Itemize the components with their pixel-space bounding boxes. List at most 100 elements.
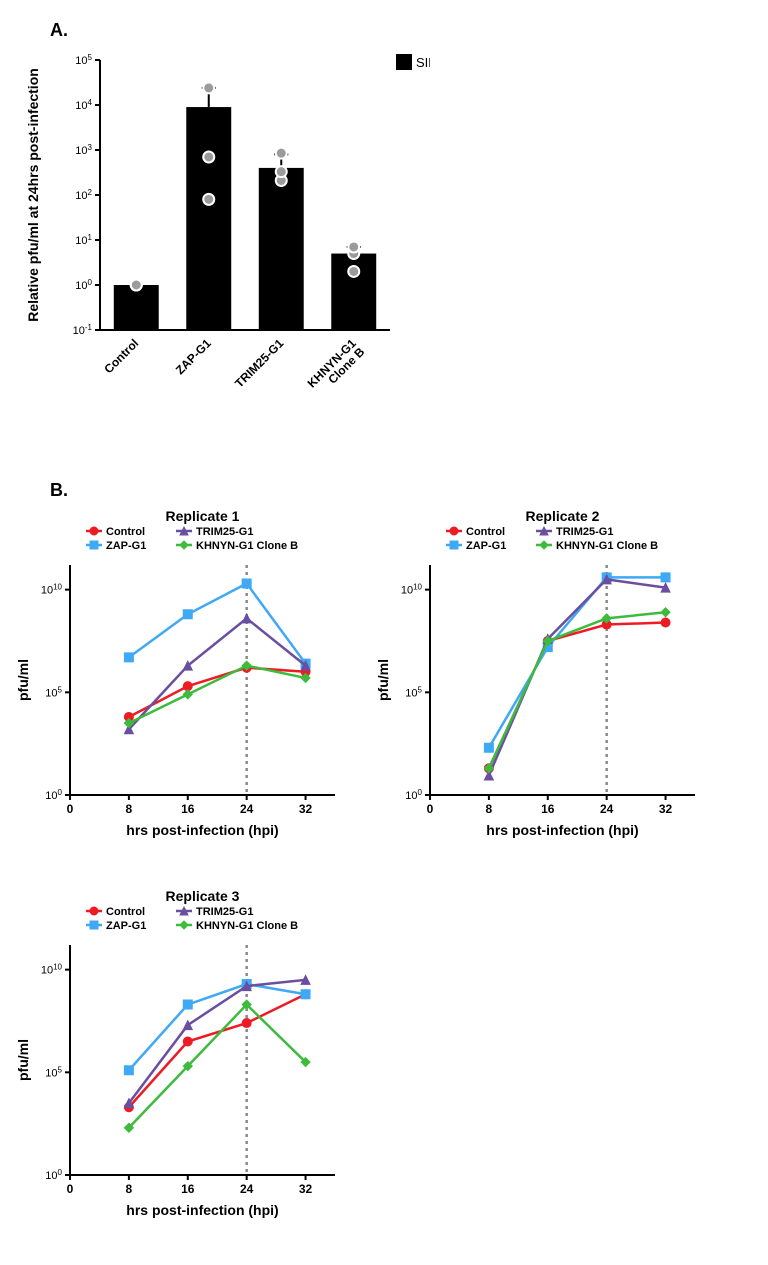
marker-diamond (183, 690, 192, 699)
panel-b-row: Replicate 1 Control ZAP-G1 TRIM25-G1 KHNYN-G… (10, 505, 758, 1245)
x-tick-label: 8 (126, 1182, 133, 1196)
data-point (203, 194, 214, 205)
x-category-label: Control (101, 336, 141, 376)
marker-diamond (180, 921, 188, 929)
svg-text:10-1: 10-1 (73, 323, 93, 338)
x-tick-label: 0 (427, 802, 434, 816)
panel-a-label: A. (50, 20, 758, 41)
marker-square (484, 743, 493, 752)
x-tick-label: 24 (600, 802, 614, 816)
legend-item: KHNYN-G1 Clone B (196, 540, 298, 552)
series-line (129, 994, 306, 1107)
legend-item: KHNYN-G1 Clone B (556, 540, 658, 552)
svg-text:100: 100 (45, 1168, 62, 1183)
x-tick-label: 16 (181, 1182, 195, 1196)
panel-a-chart-container: 10-1100101102103104105ControlZAP-G1TRIM2… (10, 45, 430, 440)
chart-title: Replicate 1 (166, 508, 240, 524)
marker-square (124, 1066, 133, 1075)
marker-square (90, 541, 98, 549)
legend-item: KHNYN-G1 Clone B (196, 920, 298, 932)
x-tick-label: 32 (299, 1182, 313, 1196)
data-point (276, 148, 287, 159)
x-tick-label: 16 (181, 802, 195, 816)
legend-text: SINV (416, 55, 430, 70)
panel-a-bar-chart: 10-1100101102103104105ControlZAP-G1TRIM2… (10, 45, 430, 440)
data-point (348, 241, 359, 252)
x-axis-label: hrs post-infection (hpi) (126, 822, 278, 838)
panel-b-label: B. (50, 480, 758, 501)
series-line (489, 577, 666, 747)
marker-circle (90, 527, 98, 535)
bar (186, 107, 231, 330)
svg-text:100: 100 (45, 788, 62, 803)
x-axis-label: hrs post-infection (hpi) (126, 1202, 278, 1218)
x-tick-label: 32 (299, 802, 313, 816)
replicate-line-chart: Replicate 3ControlZAP-G1TRIM25-G1KHNYN-G… (10, 885, 350, 1225)
marker-square (301, 990, 310, 999)
svg-text:105: 105 (405, 685, 422, 700)
marker-circle (90, 907, 98, 915)
x-tick-label: 8 (126, 802, 133, 816)
data-point (203, 82, 214, 93)
chart-title: Replicate 2 (526, 508, 600, 524)
legend-item: TRIM25-G1 (196, 526, 253, 538)
svg-text:100: 100 (405, 788, 422, 803)
marker-circle (450, 527, 458, 535)
svg-text:101: 101 (75, 233, 92, 248)
svg-text:105: 105 (45, 1065, 62, 1080)
marker-diamond (661, 608, 670, 617)
series-line (489, 579, 666, 775)
series-line (489, 623, 666, 769)
x-tick-label: 24 (240, 802, 254, 816)
marker-diamond (180, 541, 188, 549)
svg-text:103: 103 (75, 143, 92, 158)
x-tick-label: 16 (541, 802, 555, 816)
marker-square (450, 541, 458, 549)
marker-triangle (242, 614, 251, 623)
replicate-1-container: Replicate 1ControlZAP-G1TRIM25-G1KHNYN-G… (10, 505, 350, 845)
legend-item: Control (466, 526, 505, 538)
marker-square (661, 573, 670, 582)
marker-square (183, 610, 192, 619)
y-axis-label: Relative pfu/ml at 24hrs post-infection (25, 68, 41, 322)
marker-square (242, 579, 251, 588)
y-axis-label: pfu/ml (15, 1039, 31, 1081)
svg-text:104: 104 (75, 98, 92, 113)
legend-item: ZAP-G1 (466, 540, 506, 552)
x-category-label: TRIM25-G1 (232, 336, 286, 390)
bar (259, 168, 304, 330)
data-point (276, 166, 287, 177)
replicate-line-chart: Replicate 2ControlZAP-G1TRIM25-G1KHNYN-G… (370, 505, 710, 845)
legend-item: Control (106, 906, 145, 918)
x-tick-label: 8 (486, 802, 493, 816)
replicate-3-container: Replicate 3ControlZAP-G1TRIM25-G1KHNYN-G… (10, 885, 350, 1225)
legend-swatch (396, 54, 412, 70)
replicate-line-chart: Replicate 1ControlZAP-G1TRIM25-G1KHNYN-G… (10, 505, 350, 845)
series-line (129, 618, 306, 729)
x-tick-label: 0 (67, 802, 74, 816)
series-line (129, 583, 306, 663)
svg-text:102: 102 (75, 188, 92, 203)
series-line (129, 984, 306, 1070)
x-tick-label: 24 (240, 1182, 254, 1196)
legend-item: Control (106, 526, 145, 538)
svg-text:105: 105 (75, 53, 92, 68)
marker-square (90, 921, 98, 929)
marker-square (124, 653, 133, 662)
x-axis-label: hrs post-infection (hpi) (486, 822, 638, 838)
y-axis-label: pfu/ml (375, 659, 391, 701)
panel-b-section: B. Replicate 1 Control ZAP-G1 TRIM25-G1 KHNY… (10, 480, 758, 1245)
x-tick-label: 32 (659, 802, 673, 816)
y-axis-label: pfu/ml (15, 659, 31, 701)
series-line (489, 612, 666, 768)
marker-diamond (540, 541, 548, 549)
data-point (348, 266, 359, 277)
x-tick-label: 0 (67, 1182, 74, 1196)
svg-text:105: 105 (45, 685, 62, 700)
svg-text:100: 100 (75, 278, 92, 293)
data-point (203, 151, 214, 162)
series-line (129, 666, 306, 724)
chart-title: Replicate 3 (166, 888, 240, 904)
replicate-2-container: Replicate 2ControlZAP-G1TRIM25-G1KHNYN-G… (370, 505, 710, 845)
marker-square (183, 1000, 192, 1009)
